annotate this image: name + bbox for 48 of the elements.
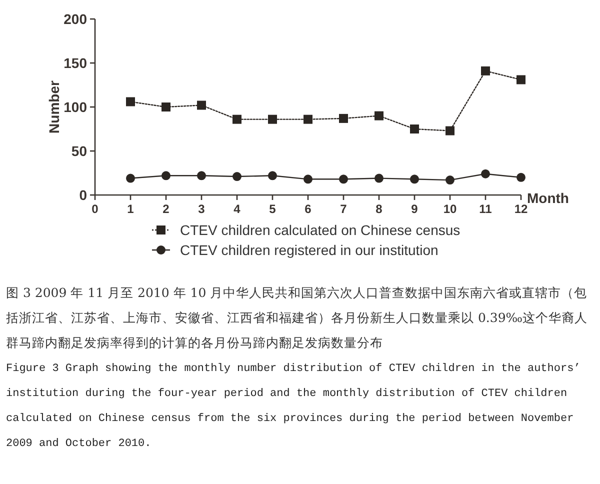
point: [197, 100, 206, 110]
y-tick-label: 200: [64, 11, 88, 27]
x-tick-label: 9: [411, 202, 418, 216]
point: [339, 174, 348, 184]
caption: 图 3 2009 年 11 月至 2010 年 10 月中华人民共和国第六次人口普查数据中国东南六省或直辖市（包括浙江省、江苏省、上海市、安徽省、江西省和福建省）各月份新生人口数量乘以 0.39‰这个华裔人群马蹄内翻足发病率得到的计算的各月份马蹄内翻足发病数量分布: [6, 284, 589, 352]
point: [304, 174, 312, 184]
x-tick-label: 7: [340, 202, 348, 216]
point: [516, 172, 526, 182]
caption: Figure 3 Graph showing the monthly number distribution of CTEV children in the authors’ institution during the four-year period and the monthly distribution of CTEV children calculated on Chinese census from the six provinces during the period between November 2009 and October 2010.: [6, 362, 582, 452]
point: [339, 114, 348, 123]
x-tick-label: 6: [304, 202, 312, 216]
y-tick-label: 0: [79, 187, 88, 203]
x-tick-label: 2: [162, 202, 170, 216]
point: [410, 124, 419, 134]
x-tick-label: 10: [443, 202, 457, 216]
x-tick-label: 8: [376, 202, 383, 216]
x-tick-label: 4: [234, 202, 241, 216]
x-tick-label: 5: [269, 202, 276, 216]
point: [374, 174, 384, 183]
point: [126, 174, 135, 183]
point: [516, 75, 526, 84]
point: [481, 169, 490, 178]
x-tick-label: 12: [514, 202, 528, 216]
point: [232, 172, 242, 182]
x-tick-label: 1: [127, 202, 134, 216]
y-axis-title: Number: [46, 80, 62, 134]
point: [232, 114, 242, 124]
legend-label: CTEV children calculated on Chinese census: [180, 222, 460, 238]
point: [268, 171, 277, 180]
legend-label: CTEV children registered in our institution: [180, 242, 438, 258]
point: [446, 126, 454, 136]
point: [162, 102, 170, 112]
point: [410, 174, 419, 184]
point: [162, 171, 170, 180]
point: [126, 97, 135, 106]
y-tick-label: 50: [71, 143, 88, 159]
x-tick-label: 0: [92, 202, 99, 216]
point: [268, 114, 277, 124]
point: [446, 176, 454, 185]
y-tick-label: 100: [64, 99, 88, 115]
point: [304, 114, 312, 124]
point: [374, 111, 384, 120]
x-tick-label: 11: [479, 202, 492, 216]
y-tick-label: 150: [64, 55, 88, 71]
point: [481, 66, 490, 76]
x-axis-title: Month: [527, 190, 569, 206]
x-tick-label: 3: [198, 202, 206, 216]
point: [197, 171, 206, 180]
